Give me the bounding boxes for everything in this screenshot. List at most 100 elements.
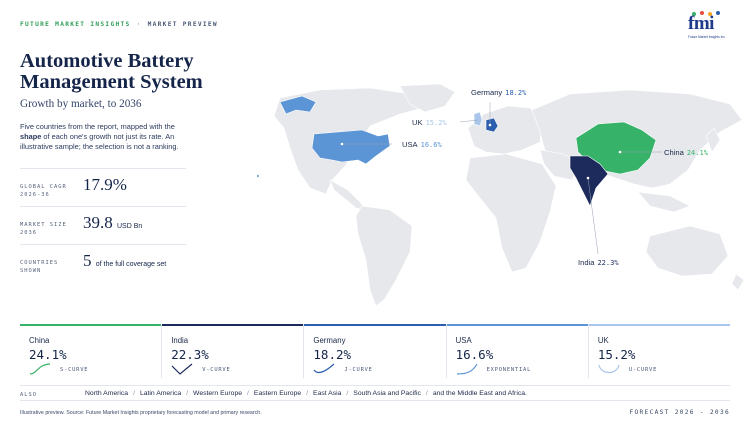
j-curve-icon bbox=[313, 363, 335, 374]
panel-accent-bar bbox=[304, 324, 446, 326]
stat-global-cagr: GLOBAL CAGR 2026-36 17.9% bbox=[20, 168, 186, 206]
callout-india: India 22.3% bbox=[578, 258, 619, 267]
intro-part-2: of each one's growth not just its rate. … bbox=[20, 132, 179, 152]
europe-landmass bbox=[467, 105, 543, 155]
australia-landmass bbox=[645, 225, 729, 277]
panel-country: Germany bbox=[313, 336, 346, 345]
panel-country: USA bbox=[455, 336, 472, 345]
stat-value: 39.8 USD Bn bbox=[83, 213, 142, 233]
stat-market-size: MARKET SIZE 2036 39.8 USD Bn bbox=[20, 206, 186, 244]
stat-label-line1: GLOBAL CAGR bbox=[20, 184, 67, 190]
intro-bold: shape bbox=[20, 132, 42, 142]
stat-countries: COUNTRIES SHOWN 5 of the full coverage s… bbox=[20, 244, 186, 284]
marker-germany bbox=[488, 123, 492, 127]
region-list: North America / Latin America / Western Eu… bbox=[85, 390, 527, 397]
callout-country: UK bbox=[412, 118, 423, 127]
world-map bbox=[257, 84, 745, 307]
callout-value: 16.6% bbox=[420, 141, 442, 149]
central-america-landmass bbox=[329, 179, 367, 211]
panel-uk[interactable]: UK 15.2% U-CURVE bbox=[588, 324, 731, 378]
callout-country: India bbox=[578, 258, 595, 267]
also-row: ALSO North America / Latin America / Weste… bbox=[20, 385, 730, 401]
region-item[interactable]: Eastern Europe bbox=[253, 390, 302, 397]
callout-country: China bbox=[664, 148, 684, 157]
panel-germany[interactable]: Germany 18.2% J-CURVE bbox=[304, 324, 447, 378]
south-america-landmass bbox=[355, 205, 413, 307]
callout-country: USA bbox=[402, 140, 418, 149]
page-title: Automotive Battery Management System bbox=[20, 50, 203, 93]
panel-country: China bbox=[29, 336, 50, 345]
stat-value: 5 of the full coverage set bbox=[83, 251, 166, 271]
stat-number: 39.8 bbox=[83, 213, 113, 232]
callout-germany: Germany 18.2% bbox=[471, 88, 526, 97]
panel-curve-label: U-CURVE bbox=[628, 367, 658, 373]
v-curve-icon bbox=[171, 363, 193, 375]
s-curve-icon bbox=[29, 363, 51, 375]
u-curve-icon bbox=[598, 364, 620, 374]
alaska-country-shape bbox=[279, 95, 317, 115]
germany-country-shape bbox=[485, 117, 499, 133]
panel-accent-bar bbox=[588, 324, 731, 326]
logo-subtext: Future Market Insights Inc. bbox=[688, 35, 726, 39]
region-item[interactable]: South Asia and Pacific bbox=[353, 390, 421, 397]
middle-east-landmass bbox=[539, 149, 581, 181]
panel-value: 24.1% bbox=[29, 347, 67, 362]
panel-curve-label: J-CURVE bbox=[344, 367, 373, 373]
uk-country-shape bbox=[473, 111, 483, 127]
region-item[interactable]: Latin America bbox=[139, 390, 182, 397]
panel-accent-bar bbox=[446, 324, 588, 326]
brand-name: FUTURE MARKET INSIGHTS bbox=[20, 21, 131, 28]
fmi-logo[interactable]: fmi Future Market Insights Inc. bbox=[686, 11, 728, 42]
top-bar: FUTURE MARKET INSIGHTS · MARKET PREVIEW bbox=[20, 21, 218, 28]
stat-label-line2: 2036 bbox=[20, 230, 37, 236]
callout-uk: UK 15.2% bbox=[412, 118, 447, 127]
stat-number: 5 bbox=[83, 251, 92, 270]
exponential-curve-icon bbox=[456, 363, 478, 375]
panel-china[interactable]: China 24.1% S-CURVE bbox=[20, 324, 163, 378]
stat-value: 17.9% bbox=[83, 175, 127, 194]
also-label: ALSO bbox=[20, 392, 37, 398]
africa-landmass bbox=[465, 153, 557, 273]
callout-usa: USA 16.6% bbox=[402, 140, 442, 149]
callout-country: Germany bbox=[471, 88, 503, 97]
logo-text: fmi bbox=[688, 13, 714, 34]
callout-value: 18.2% bbox=[505, 89, 527, 97]
panel-accent-bar bbox=[20, 324, 162, 326]
page-subtitle: Growth by market, to 2036 bbox=[20, 98, 142, 110]
stat-label-line1: MARKET SIZE bbox=[20, 222, 67, 228]
callout-china: China 24.1% bbox=[664, 148, 708, 157]
southeast-asia-islands bbox=[637, 191, 691, 213]
marker-china bbox=[618, 150, 622, 154]
usa-country-shape bbox=[311, 129, 391, 165]
header-separator: · bbox=[136, 21, 142, 28]
stat-label-line1: COUNTRIES bbox=[20, 260, 59, 266]
stat-label-line2: 2026-36 bbox=[20, 192, 50, 198]
source-note: Illustrative preview. Source: Future Mar… bbox=[20, 410, 262, 416]
callout-value: 22.3% bbox=[597, 259, 619, 267]
region-item[interactable]: North America bbox=[85, 390, 129, 397]
region-item[interactable]: East Asia bbox=[313, 390, 342, 397]
stat-label: MARKET SIZE 2036 bbox=[20, 221, 67, 237]
marker-usa bbox=[340, 142, 344, 146]
panel-country: India bbox=[171, 336, 189, 345]
stat-unit: of the full coverage set bbox=[95, 261, 167, 268]
panel-india[interactable]: India 22.3% V-CURVE bbox=[162, 324, 305, 378]
greenland-landmass bbox=[399, 84, 456, 113]
panel-accent-bar bbox=[162, 324, 304, 326]
leader-uk bbox=[459, 119, 479, 123]
panel-country: UK bbox=[597, 336, 609, 345]
japan-landmass bbox=[705, 127, 721, 153]
region-item[interactable]: and the Middle East and Africa. bbox=[432, 390, 527, 397]
stat-label: COUNTRIES SHOWN bbox=[20, 259, 58, 275]
panel-usa[interactable]: USA 16.6% EXPONENTIAL bbox=[446, 324, 589, 378]
forecast-label: FORECAST 2026 - 2036 bbox=[629, 409, 730, 416]
callout-value: 24.1% bbox=[686, 149, 708, 157]
intro-part-1: Five countries from the report, mapped w… bbox=[20, 122, 175, 131]
region-item[interactable]: Western Europe bbox=[193, 390, 243, 397]
india-country-shape bbox=[569, 155, 609, 207]
panel-value: 22.3% bbox=[171, 347, 209, 362]
callout-value: 15.2% bbox=[425, 119, 447, 127]
panel-value: 16.6% bbox=[455, 347, 494, 362]
marker-india bbox=[586, 176, 590, 180]
stat-unit: USD Bn bbox=[117, 223, 143, 230]
